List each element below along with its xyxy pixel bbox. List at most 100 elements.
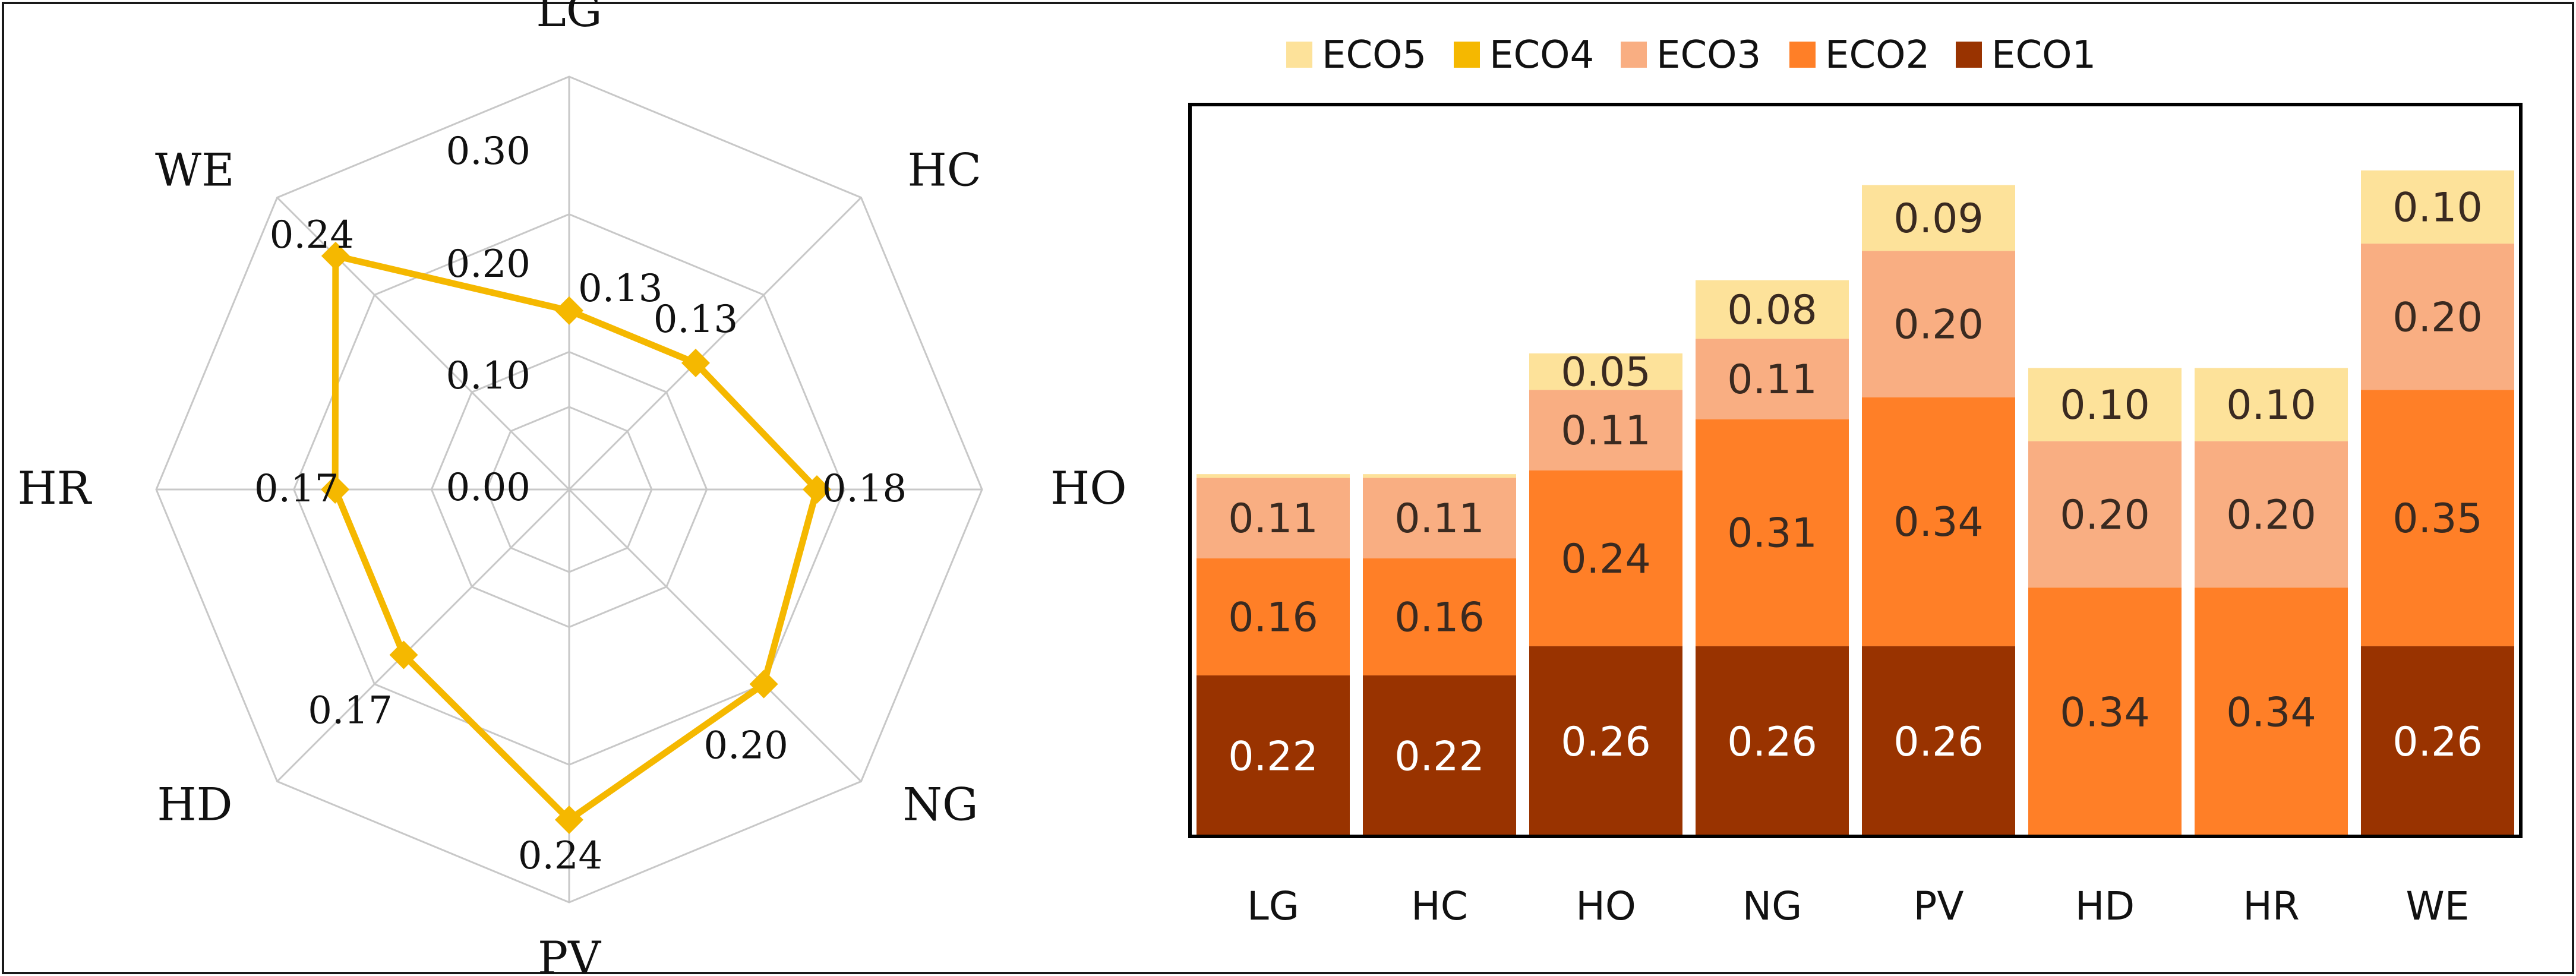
radar-axis-label-hr: HR bbox=[18, 462, 93, 514]
bar-hd-eco2 bbox=[2028, 588, 2182, 836]
radar-tick-label: 0.20 bbox=[446, 242, 531, 286]
bar-label-hc-eco1: 0.22 bbox=[1394, 733, 1484, 780]
bar-label-hr-eco5: 0.10 bbox=[2226, 382, 2316, 429]
bar-label-ng-eco5: 0.08 bbox=[1727, 287, 1817, 334]
bar-label-pv-eco5: 0.09 bbox=[1893, 195, 1983, 242]
radar-value-label-hr: 0.17 bbox=[254, 467, 339, 511]
bar-lg-eco3 bbox=[1197, 478, 1350, 558]
bar-ng-eco1 bbox=[1696, 646, 1849, 836]
bar-label-we-eco5: 0.10 bbox=[2392, 184, 2482, 231]
bar-label-pv-eco3: 0.20 bbox=[1893, 302, 1983, 349]
radar-point-pv bbox=[555, 806, 583, 834]
bar-hr-eco5 bbox=[2195, 368, 2348, 441]
radar-axis-label-ho: HO bbox=[1050, 462, 1127, 514]
bar-label-ng-eco2: 0.31 bbox=[1727, 510, 1817, 557]
bar-label-lg-eco1: 0.22 bbox=[1228, 733, 1318, 780]
bar-label-we-eco1: 0.26 bbox=[2392, 719, 2482, 766]
radar-point-hd bbox=[389, 640, 418, 669]
bar-lg-eco1 bbox=[1197, 675, 1350, 836]
radar-chart: 0.00 0.10 0.20 0.30 0.130.13 0.18 0.20 0.24 0.17… bbox=[18, 0, 1127, 976]
bar-label-hd-eco2: 0.34 bbox=[2060, 690, 2149, 737]
x-tick-label-hc: HC bbox=[1411, 883, 1468, 929]
x-tick-label-lg: LG bbox=[1247, 883, 1299, 929]
radar-value-label-hc: 0.13 bbox=[654, 298, 738, 342]
bar-ho-eco2 bbox=[1529, 470, 1682, 646]
bar-pv-eco2 bbox=[1862, 397, 2015, 646]
radar-axis-label-hd: HD bbox=[157, 778, 232, 830]
bar-label-lg-eco2: 0.16 bbox=[1228, 594, 1318, 641]
bar-hc-eco3 bbox=[1363, 478, 1516, 558]
bar-we-eco5 bbox=[2361, 170, 2514, 244]
x-tick-label-ho: HO bbox=[1576, 883, 1636, 929]
bar-label-ng-eco1: 0.26 bbox=[1727, 719, 1817, 766]
bar-label-ho-eco1: 0.26 bbox=[1561, 719, 1650, 766]
x-tick-label-ng: NG bbox=[1742, 883, 1802, 929]
radar-spoke bbox=[568, 488, 862, 782]
bar-pv-eco3 bbox=[1862, 251, 2015, 397]
bar-hr-eco3 bbox=[2195, 441, 2348, 588]
bar-pv-eco1 bbox=[1862, 646, 2015, 836]
stacked-bar-chart: 0.22 0.16 0.11 LG 0.22 0.16 0.11 HC 0.26 0.24 0.11… bbox=[1188, 33, 2523, 929]
bar-label-hd-eco3: 0.20 bbox=[2060, 492, 2149, 539]
radar-point-ng bbox=[749, 669, 778, 699]
bar-label-ng-eco3: 0.11 bbox=[1727, 356, 1817, 403]
bar-ho-eco3 bbox=[1529, 390, 1682, 470]
bar-we-eco2 bbox=[2361, 390, 2514, 646]
bar-label-hr-eco3: 0.20 bbox=[2226, 492, 2316, 539]
radar-spoke bbox=[276, 197, 570, 491]
bar-label-ho-eco3: 0.11 bbox=[1561, 408, 1650, 454]
radar-axis-label-pv: PV bbox=[538, 931, 601, 976]
radar-tick-label: 0.30 bbox=[446, 129, 531, 173]
bar-we-eco3 bbox=[2361, 244, 2514, 390]
bar-label-hc-eco3: 0.11 bbox=[1394, 495, 1484, 542]
radar-value-label-lg: 0.13 bbox=[578, 267, 663, 311]
legend-label-eco3: ECO3 bbox=[1656, 33, 1761, 77]
radar-axis-label-lg: LG bbox=[536, 0, 602, 37]
legend-label-eco5: ECO5 bbox=[1322, 33, 1426, 77]
radar-value-label-we: 0.24 bbox=[270, 213, 355, 257]
bar-lg-eco5 bbox=[1197, 474, 1350, 478]
bar-pv-eco5 bbox=[1862, 185, 2015, 251]
legend-swatch-eco2 bbox=[1789, 42, 1816, 68]
radar-point-hr bbox=[321, 475, 350, 504]
bar-ng-eco3 bbox=[1696, 339, 1849, 419]
bar-label-hd-eco5: 0.10 bbox=[2060, 382, 2149, 429]
bar-hd-eco5 bbox=[2028, 368, 2182, 441]
bar-label-hr-eco2: 0.34 bbox=[2226, 690, 2316, 737]
radar-point-hc bbox=[681, 349, 710, 378]
x-tick-label-hr: HR bbox=[2243, 883, 2300, 929]
legend-label-eco2: ECO2 bbox=[1825, 33, 1930, 77]
legend-swatch-eco4 bbox=[1454, 42, 1480, 68]
bar-hd-eco3 bbox=[2028, 441, 2182, 588]
radar-axis-label-we: WE bbox=[155, 144, 235, 197]
radar-value-label-pv: 0.24 bbox=[518, 834, 603, 878]
bar-ho-eco5 bbox=[1529, 353, 1682, 390]
radar-tick-label: 0.00 bbox=[446, 466, 531, 510]
bar-label-ho-eco5: 0.05 bbox=[1561, 349, 1650, 396]
radar-point-we bbox=[321, 241, 350, 270]
radar-value-label-ng: 0.20 bbox=[703, 724, 788, 768]
radar-value-label-hd: 0.17 bbox=[308, 688, 393, 732]
x-tick-label-hd: HD bbox=[2075, 883, 2135, 929]
plot-area-border bbox=[1188, 103, 2523, 838]
radar-point-lg bbox=[555, 296, 583, 325]
legend-swatch-eco3 bbox=[1621, 42, 1647, 68]
radar-spoke bbox=[276, 488, 570, 782]
bar-hc-eco2 bbox=[1363, 558, 1516, 675]
legend-swatch-eco1 bbox=[1956, 42, 1982, 68]
x-tick-label-pv: PV bbox=[1914, 883, 1964, 929]
bar-ng-eco5 bbox=[1696, 280, 1849, 339]
legend-label-eco1: ECO1 bbox=[1991, 33, 2096, 77]
bar-label-ho-eco2: 0.24 bbox=[1561, 536, 1650, 583]
bar-label-hc-eco2: 0.16 bbox=[1394, 594, 1484, 641]
bar-label-we-eco2: 0.35 bbox=[2392, 495, 2482, 542]
bar-label-we-eco3: 0.20 bbox=[2392, 294, 2482, 341]
radar-spoke bbox=[568, 197, 862, 491]
radar-point-ho bbox=[803, 475, 831, 504]
radar-axis-label-hc: HC bbox=[907, 144, 981, 197]
radar-axis-label-ng: NG bbox=[902, 778, 978, 830]
bar-label-pv-eco2: 0.34 bbox=[1893, 499, 1983, 546]
bar-hc-eco1 bbox=[1363, 675, 1516, 836]
